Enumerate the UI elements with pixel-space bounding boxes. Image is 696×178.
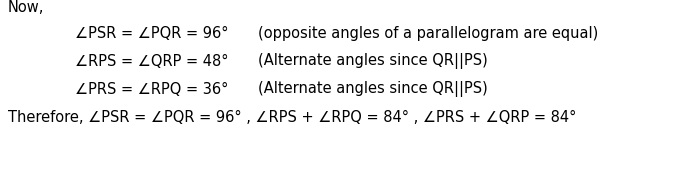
Text: Now,: Now,: [8, 0, 45, 15]
Text: ∠PSR = ∠PQR = 96°: ∠PSR = ∠PQR = 96°: [75, 26, 228, 41]
Text: (Alternate angles since QR||PS): (Alternate angles since QR||PS): [258, 53, 488, 69]
Text: ∠PRS = ∠RPQ = 36°: ∠PRS = ∠RPQ = 36°: [75, 82, 228, 97]
Text: (opposite angles of a parallelogram are equal): (opposite angles of a parallelogram are …: [258, 26, 599, 41]
Text: (Alternate angles since QR||PS): (Alternate angles since QR||PS): [258, 81, 488, 97]
Text: ∠RPS = ∠QRP = 48°: ∠RPS = ∠QRP = 48°: [75, 54, 228, 69]
Text: Therefore, ∠PSR = ∠PQR = 96° , ∠RPS + ∠RPQ = 84° , ∠PRS + ∠QRP = 84°: Therefore, ∠PSR = ∠PQR = 96° , ∠RPS + ∠R…: [8, 110, 576, 125]
